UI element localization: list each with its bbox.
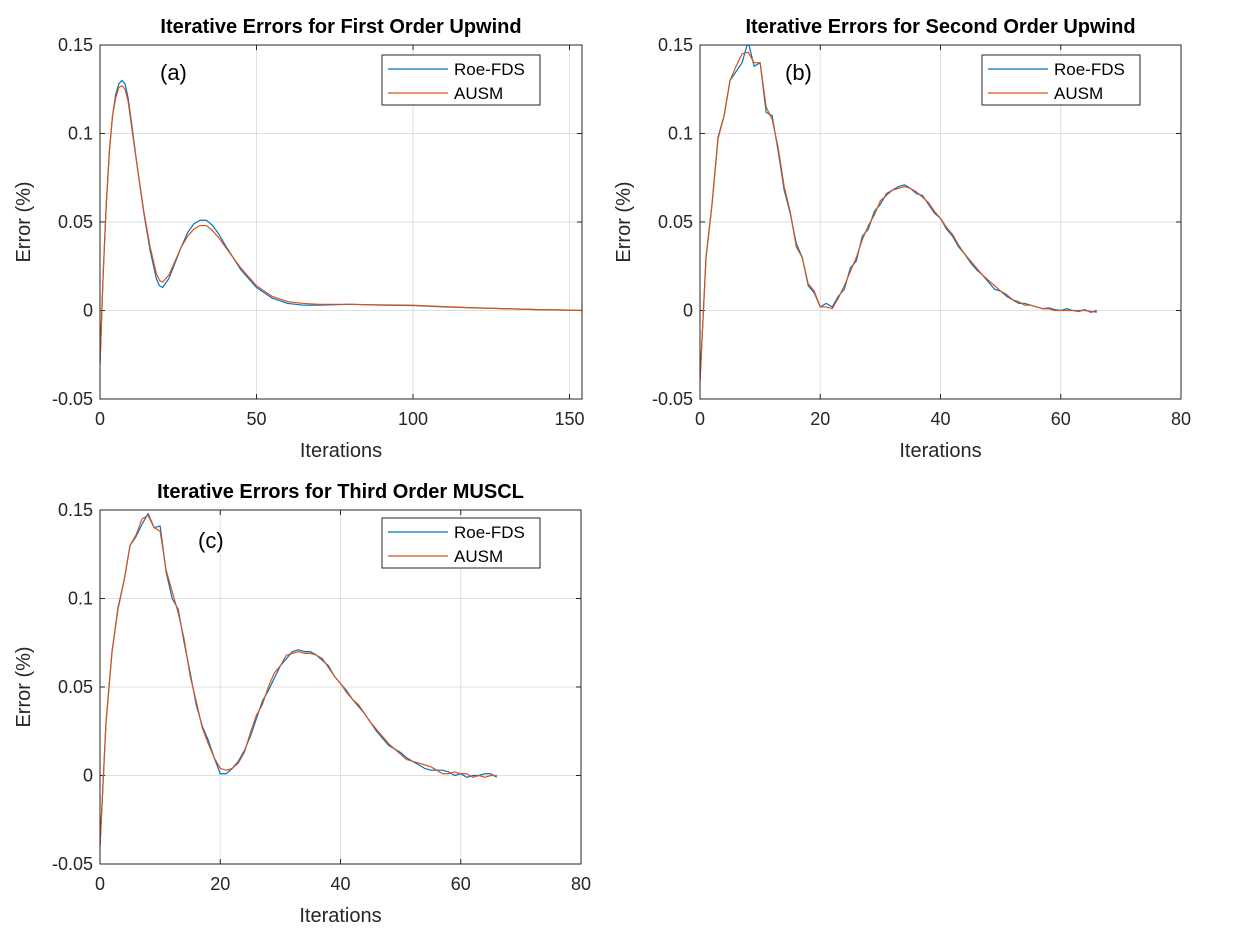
x-tick-label: 20 xyxy=(210,874,230,894)
x-tick-label: 100 xyxy=(398,409,428,429)
axes-box xyxy=(699,44,1182,400)
y-tick-label: 0.15 xyxy=(58,35,93,55)
legend-box xyxy=(381,54,541,106)
y-tick-label: 0.05 xyxy=(58,212,93,232)
x-tick-label: 80 xyxy=(571,874,591,894)
panel-label: (a) xyxy=(160,60,187,85)
x-tick-label: 0 xyxy=(695,409,705,429)
y-axis-label: Error (%) xyxy=(13,181,35,262)
legend-box xyxy=(981,54,1141,106)
series-line-ausm xyxy=(100,514,497,847)
x-tick-label: 20 xyxy=(810,409,830,429)
legend: Roe-FDS AUSM xyxy=(381,517,541,569)
x-axis-label: Iterations xyxy=(300,440,382,462)
axes-box xyxy=(99,44,583,400)
x-tick-label: 0 xyxy=(95,874,105,894)
chart-title: Iterative Errors for Second Order Upwind xyxy=(745,16,1135,38)
legend: Roe-FDS AUSM xyxy=(381,54,541,106)
y-tick-label: 0 xyxy=(83,301,93,321)
panel-label: (b) xyxy=(785,60,812,85)
x-tick-label: 40 xyxy=(930,409,950,429)
series-line-ausm xyxy=(700,51,1097,382)
y-axis-label: Error (%) xyxy=(13,646,35,727)
legend-entry-roe-fds: Roe-FDS xyxy=(454,523,525,542)
legend-entry-roe-fds: Roe-FDS xyxy=(454,60,525,79)
y-tick-label: 0.15 xyxy=(658,35,693,55)
chart-title: Iterative Errors for First Order Upwind xyxy=(160,16,521,38)
x-tick-label: 150 xyxy=(554,409,584,429)
chart-title: Iterative Errors for Third Order MUSCL xyxy=(157,481,524,503)
legend: Roe-FDS AUSM xyxy=(981,54,1141,106)
legend-entry-roe-fds: Roe-FDS xyxy=(1054,60,1125,79)
legend-entry-ausm: AUSM xyxy=(454,84,503,103)
y-tick-label: 0 xyxy=(83,766,93,786)
legend-entry-ausm: AUSM xyxy=(454,547,503,566)
x-axis-label: Iterations xyxy=(299,905,381,927)
x-tick-label: 50 xyxy=(246,409,266,429)
y-tick-label: -0.05 xyxy=(652,389,693,409)
y-tick-label: 0.15 xyxy=(58,500,93,520)
y-tick-label: -0.05 xyxy=(52,389,93,409)
panel-label: (c) xyxy=(198,528,224,553)
y-tick-label: 0.1 xyxy=(68,124,93,144)
y-tick-label: 0 xyxy=(683,301,693,321)
legend-box xyxy=(381,517,541,569)
y-tick-label: 0.1 xyxy=(668,124,693,144)
y-tick-label: 0.05 xyxy=(658,212,693,232)
y-tick-label: 0.1 xyxy=(68,589,93,609)
x-tick-label: 0 xyxy=(95,409,105,429)
y-tick-label: -0.05 xyxy=(52,854,93,874)
y-tick-label: 0.05 xyxy=(58,677,93,697)
x-tick-label: 80 xyxy=(1171,409,1191,429)
x-tick-label: 60 xyxy=(451,874,471,894)
series-line-ausm xyxy=(100,85,582,364)
x-tick-label: 40 xyxy=(330,874,350,894)
x-axis-label: Iterations xyxy=(899,440,981,462)
x-tick-label: 60 xyxy=(1051,409,1071,429)
legend-entry-ausm: AUSM xyxy=(1054,84,1103,103)
y-axis-label: Error (%) xyxy=(613,181,635,262)
axes-box xyxy=(99,509,582,865)
